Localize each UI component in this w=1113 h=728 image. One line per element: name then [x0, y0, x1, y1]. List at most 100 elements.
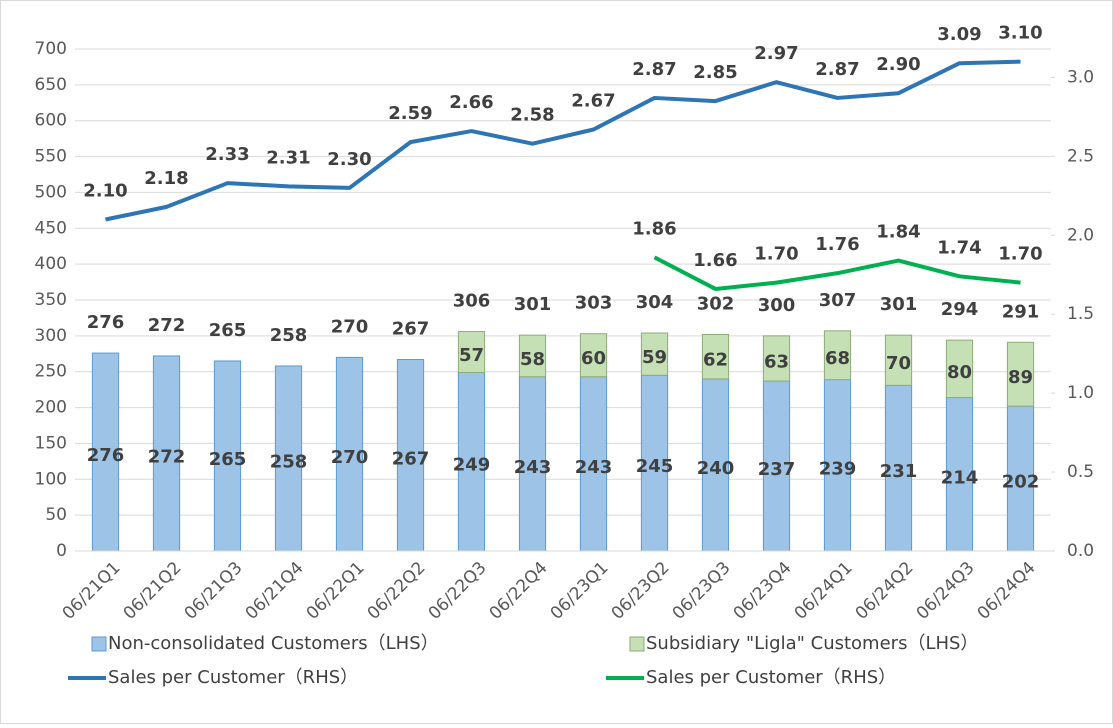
- bar: [1006, 341, 1035, 407]
- legend-label: Non-consolidated Customers（LHS）: [108, 633, 439, 654]
- y2-tick-label: 0.0: [1067, 541, 1094, 561]
- line-value-label: 1.84: [876, 222, 920, 243]
- bar-value-label: 60: [581, 348, 606, 369]
- bar-value-label: 245: [636, 456, 674, 477]
- y2-tick-label: 1.0: [1067, 383, 1094, 403]
- bar-value-label: 80: [947, 362, 972, 383]
- y-tick-label: 100: [35, 469, 67, 489]
- bar: [457, 331, 486, 373]
- bar-value-label: 58: [520, 349, 545, 370]
- line-value-label: 2.85: [693, 62, 737, 83]
- legend-label: Sales per Customer（RHS）: [646, 667, 896, 688]
- total-label: 267: [392, 319, 430, 340]
- bar: [762, 380, 791, 552]
- bar-value-label: 214: [941, 467, 979, 488]
- line-value-label: 2.58: [510, 105, 554, 126]
- y-tick-label: 450: [35, 218, 67, 238]
- total-label: 303: [575, 293, 613, 314]
- line-value-label: 2.87: [815, 59, 859, 80]
- line-value-label: 1.70: [754, 244, 798, 265]
- total-label: 301: [880, 294, 918, 315]
- line: [105, 59, 1021, 222]
- line-value-label: 2.90: [876, 54, 920, 75]
- bar-value-label: 239: [819, 458, 857, 479]
- y-tick-label: 550: [35, 147, 67, 167]
- total-label: 300: [758, 295, 796, 316]
- bar: [518, 376, 547, 552]
- bar: [823, 379, 852, 552]
- line-value-label: 1.66: [693, 250, 737, 271]
- bar-value-label: 243: [575, 457, 613, 478]
- total-label: 301: [514, 294, 552, 315]
- bar-value-label: 62: [703, 350, 728, 371]
- y2-tick-label: 0.5: [1067, 462, 1094, 482]
- y-tick-label: 200: [35, 398, 67, 418]
- legend-swatch: [629, 636, 645, 652]
- bar: [640, 374, 669, 552]
- line-value-label: 2.30: [327, 149, 371, 170]
- bar-value-label: 272: [148, 446, 186, 467]
- bar: [274, 365, 303, 552]
- line-value-label: 2.67: [571, 91, 615, 112]
- bar-value-label: 202: [1002, 472, 1040, 493]
- y-tick-label: 600: [35, 111, 67, 131]
- line-value-label: 2.66: [449, 92, 493, 113]
- y-tick-label: 150: [35, 433, 67, 453]
- bar: [701, 333, 730, 380]
- bar: [1006, 405, 1035, 552]
- y-tick-label: 300: [35, 326, 67, 346]
- legend-label: Subsidiary "Ligla" Customers（LHS）: [646, 633, 978, 654]
- legend-label: Sales per Customer（RHS）: [108, 667, 358, 688]
- bar: [884, 334, 913, 386]
- bar-value-label: 258: [270, 451, 308, 472]
- line-value-label: 2.87: [632, 59, 676, 80]
- line-value-label: 2.59: [388, 103, 432, 124]
- bar-value-label: 237: [758, 459, 796, 480]
- bar-value-label: 276: [87, 445, 125, 466]
- y-tick-label: 700: [35, 39, 67, 59]
- bar-value-label: 89: [1008, 367, 1033, 388]
- line-value-label: 2.10: [83, 180, 127, 201]
- bar: [945, 397, 974, 552]
- bar-value-label: 243: [514, 457, 552, 478]
- line-value-label: 1.74: [937, 237, 981, 258]
- bar-value-label: 70: [886, 353, 911, 374]
- y2-tick-label: 3.0: [1067, 67, 1094, 87]
- total-label: 306: [453, 291, 491, 312]
- bar-value-label: 231: [880, 461, 918, 482]
- total-label: 276: [87, 312, 125, 333]
- bar-value-label: 265: [209, 449, 247, 470]
- line-value-label: 3.10: [998, 23, 1042, 44]
- bar-value-label: 68: [825, 348, 850, 369]
- bar: [213, 360, 242, 552]
- bar: [335, 356, 364, 552]
- total-label: 265: [209, 320, 247, 341]
- line-value-label: 1.86: [632, 218, 676, 239]
- y-tick-label: 650: [35, 75, 67, 95]
- bar: [823, 330, 852, 381]
- total-label: 302: [697, 293, 735, 314]
- line-value-label: 2.33: [205, 144, 249, 165]
- y-tick-label: 400: [35, 254, 67, 274]
- line-value-label: 2.18: [144, 168, 188, 189]
- bar: [152, 355, 181, 552]
- bar: [762, 335, 791, 382]
- line: [653, 255, 1021, 291]
- line-value-label: 2.97: [754, 43, 798, 64]
- y-tick-label: 350: [35, 290, 67, 310]
- bar: [640, 332, 669, 376]
- y-tick-label: 250: [35, 362, 67, 382]
- line-value-label: 3.09: [937, 24, 981, 45]
- bar: [701, 378, 730, 552]
- bar-value-label: 63: [764, 351, 789, 372]
- y2-tick-label: 1.5: [1067, 304, 1094, 324]
- bar: [518, 334, 547, 378]
- total-label: 294: [941, 299, 979, 320]
- total-label: 272: [148, 315, 186, 336]
- line-value-label: 1.76: [815, 234, 859, 255]
- bar-value-label: 240: [697, 458, 735, 479]
- bar-value-label: 267: [392, 448, 430, 469]
- line-value-label: 1.70: [998, 244, 1042, 265]
- total-label: 304: [636, 292, 674, 313]
